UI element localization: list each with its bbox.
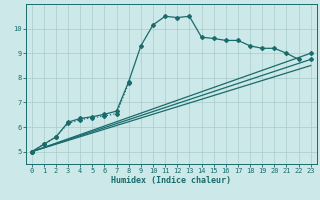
X-axis label: Humidex (Indice chaleur): Humidex (Indice chaleur) [111, 176, 231, 185]
